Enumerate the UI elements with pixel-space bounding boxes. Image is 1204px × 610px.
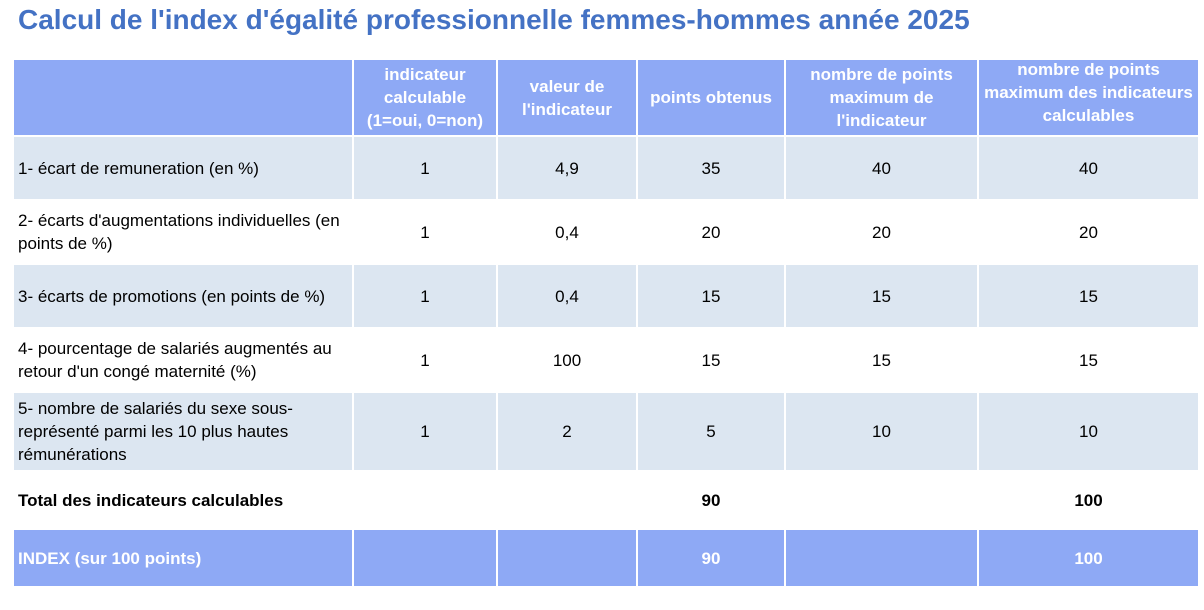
header-cell: nombre de points maximum des indicateurs… [977, 58, 1200, 137]
cell: 5 [636, 391, 786, 472]
cell: 2- écarts d'augmentations individuelles … [12, 199, 354, 265]
cell [784, 470, 979, 530]
cell: INDEX (sur 100 points) [12, 528, 354, 588]
table-body: indicateur calculable (1=oui, 0=non) val… [12, 58, 1200, 588]
cell: Total des indicateurs calculables [12, 470, 354, 530]
cell: 10 [784, 391, 979, 472]
cell: 100 [977, 470, 1200, 530]
cell: 1- écart de remuneration (en %) [12, 135, 354, 201]
total-row: Total des indicateurs calculables 90 100 [12, 470, 1200, 530]
header-text: nombre de points maximum des indicateurs… [984, 60, 1193, 125]
cell [352, 470, 498, 530]
cell: 15 [636, 327, 786, 393]
cell [784, 528, 979, 588]
cell: 1 [352, 263, 498, 329]
cell: 100 [496, 327, 638, 393]
data-row: 2- écarts d'augmentations individuelles … [12, 199, 1200, 265]
header-text: points obtenus [650, 88, 772, 107]
header-text: valeur de l'indicateur [521, 76, 612, 119]
header-cell: indicateur calculable (1=oui, 0=non) [352, 58, 498, 137]
cell: 15 [784, 327, 979, 393]
index-table: indicateur calculable (1=oui, 0=non) val… [12, 58, 1200, 588]
header-cell: valeur de l'indicateur [496, 58, 638, 137]
header-row: indicateur calculable (1=oui, 0=non) val… [12, 58, 1200, 137]
data-row: 4- pourcentage de salariés augmentés au … [12, 327, 1200, 393]
cell: 15 [977, 327, 1200, 393]
cell: 10 [977, 391, 1200, 472]
cell: 3- écarts de promotions (en points de %) [12, 263, 354, 329]
cell: 40 [977, 135, 1200, 201]
cell: 1 [352, 327, 498, 393]
cell: 20 [977, 199, 1200, 265]
header-text: indicateur calculable (1=oui, 0=non) [366, 65, 484, 130]
cell: 5- nombre de salariés du sexe sous-repré… [12, 391, 354, 472]
header-cell: nombre de points maximum de l'indicateur [784, 58, 979, 137]
data-row: 3- écarts de promotions (en points de %)… [12, 263, 1200, 329]
cell: 35 [636, 135, 786, 201]
cell: 15 [636, 263, 786, 329]
title: Calcul de l'index d'égalité professionne… [18, 4, 970, 35]
header-cell: points obtenus [636, 58, 786, 137]
data-row: 1- écart de remuneration (en %) 1 4,9 35 40 4… [12, 135, 1200, 201]
cell [496, 470, 638, 530]
index-row: INDEX (sur 100 points) 90 100 [12, 528, 1200, 588]
cell: 100 [977, 528, 1200, 588]
cell: 40 [784, 135, 979, 201]
cell: 15 [784, 263, 979, 329]
cell: 0,4 [496, 199, 638, 265]
cell: 20 [636, 199, 786, 265]
cell [496, 528, 638, 588]
cell: 15 [977, 263, 1200, 329]
cell: 1 [352, 135, 498, 201]
cell: 1 [352, 391, 498, 472]
cell: 1 [352, 199, 498, 265]
cell: 20 [784, 199, 979, 265]
data-row: 5- nombre de salariés du sexe sous-repré… [12, 391, 1200, 472]
cell: 2 [496, 391, 638, 472]
cell: 4,9 [496, 135, 638, 201]
cell: 90 [636, 528, 786, 588]
cell: 0,4 [496, 263, 638, 329]
header-text: nombre de points maximum de l'indicateur [810, 65, 953, 130]
cell: 4- pourcentage de salariés augmentés au … [12, 327, 354, 393]
header-cell [12, 58, 354, 137]
cell: 90 [636, 470, 786, 530]
cell [352, 528, 498, 588]
